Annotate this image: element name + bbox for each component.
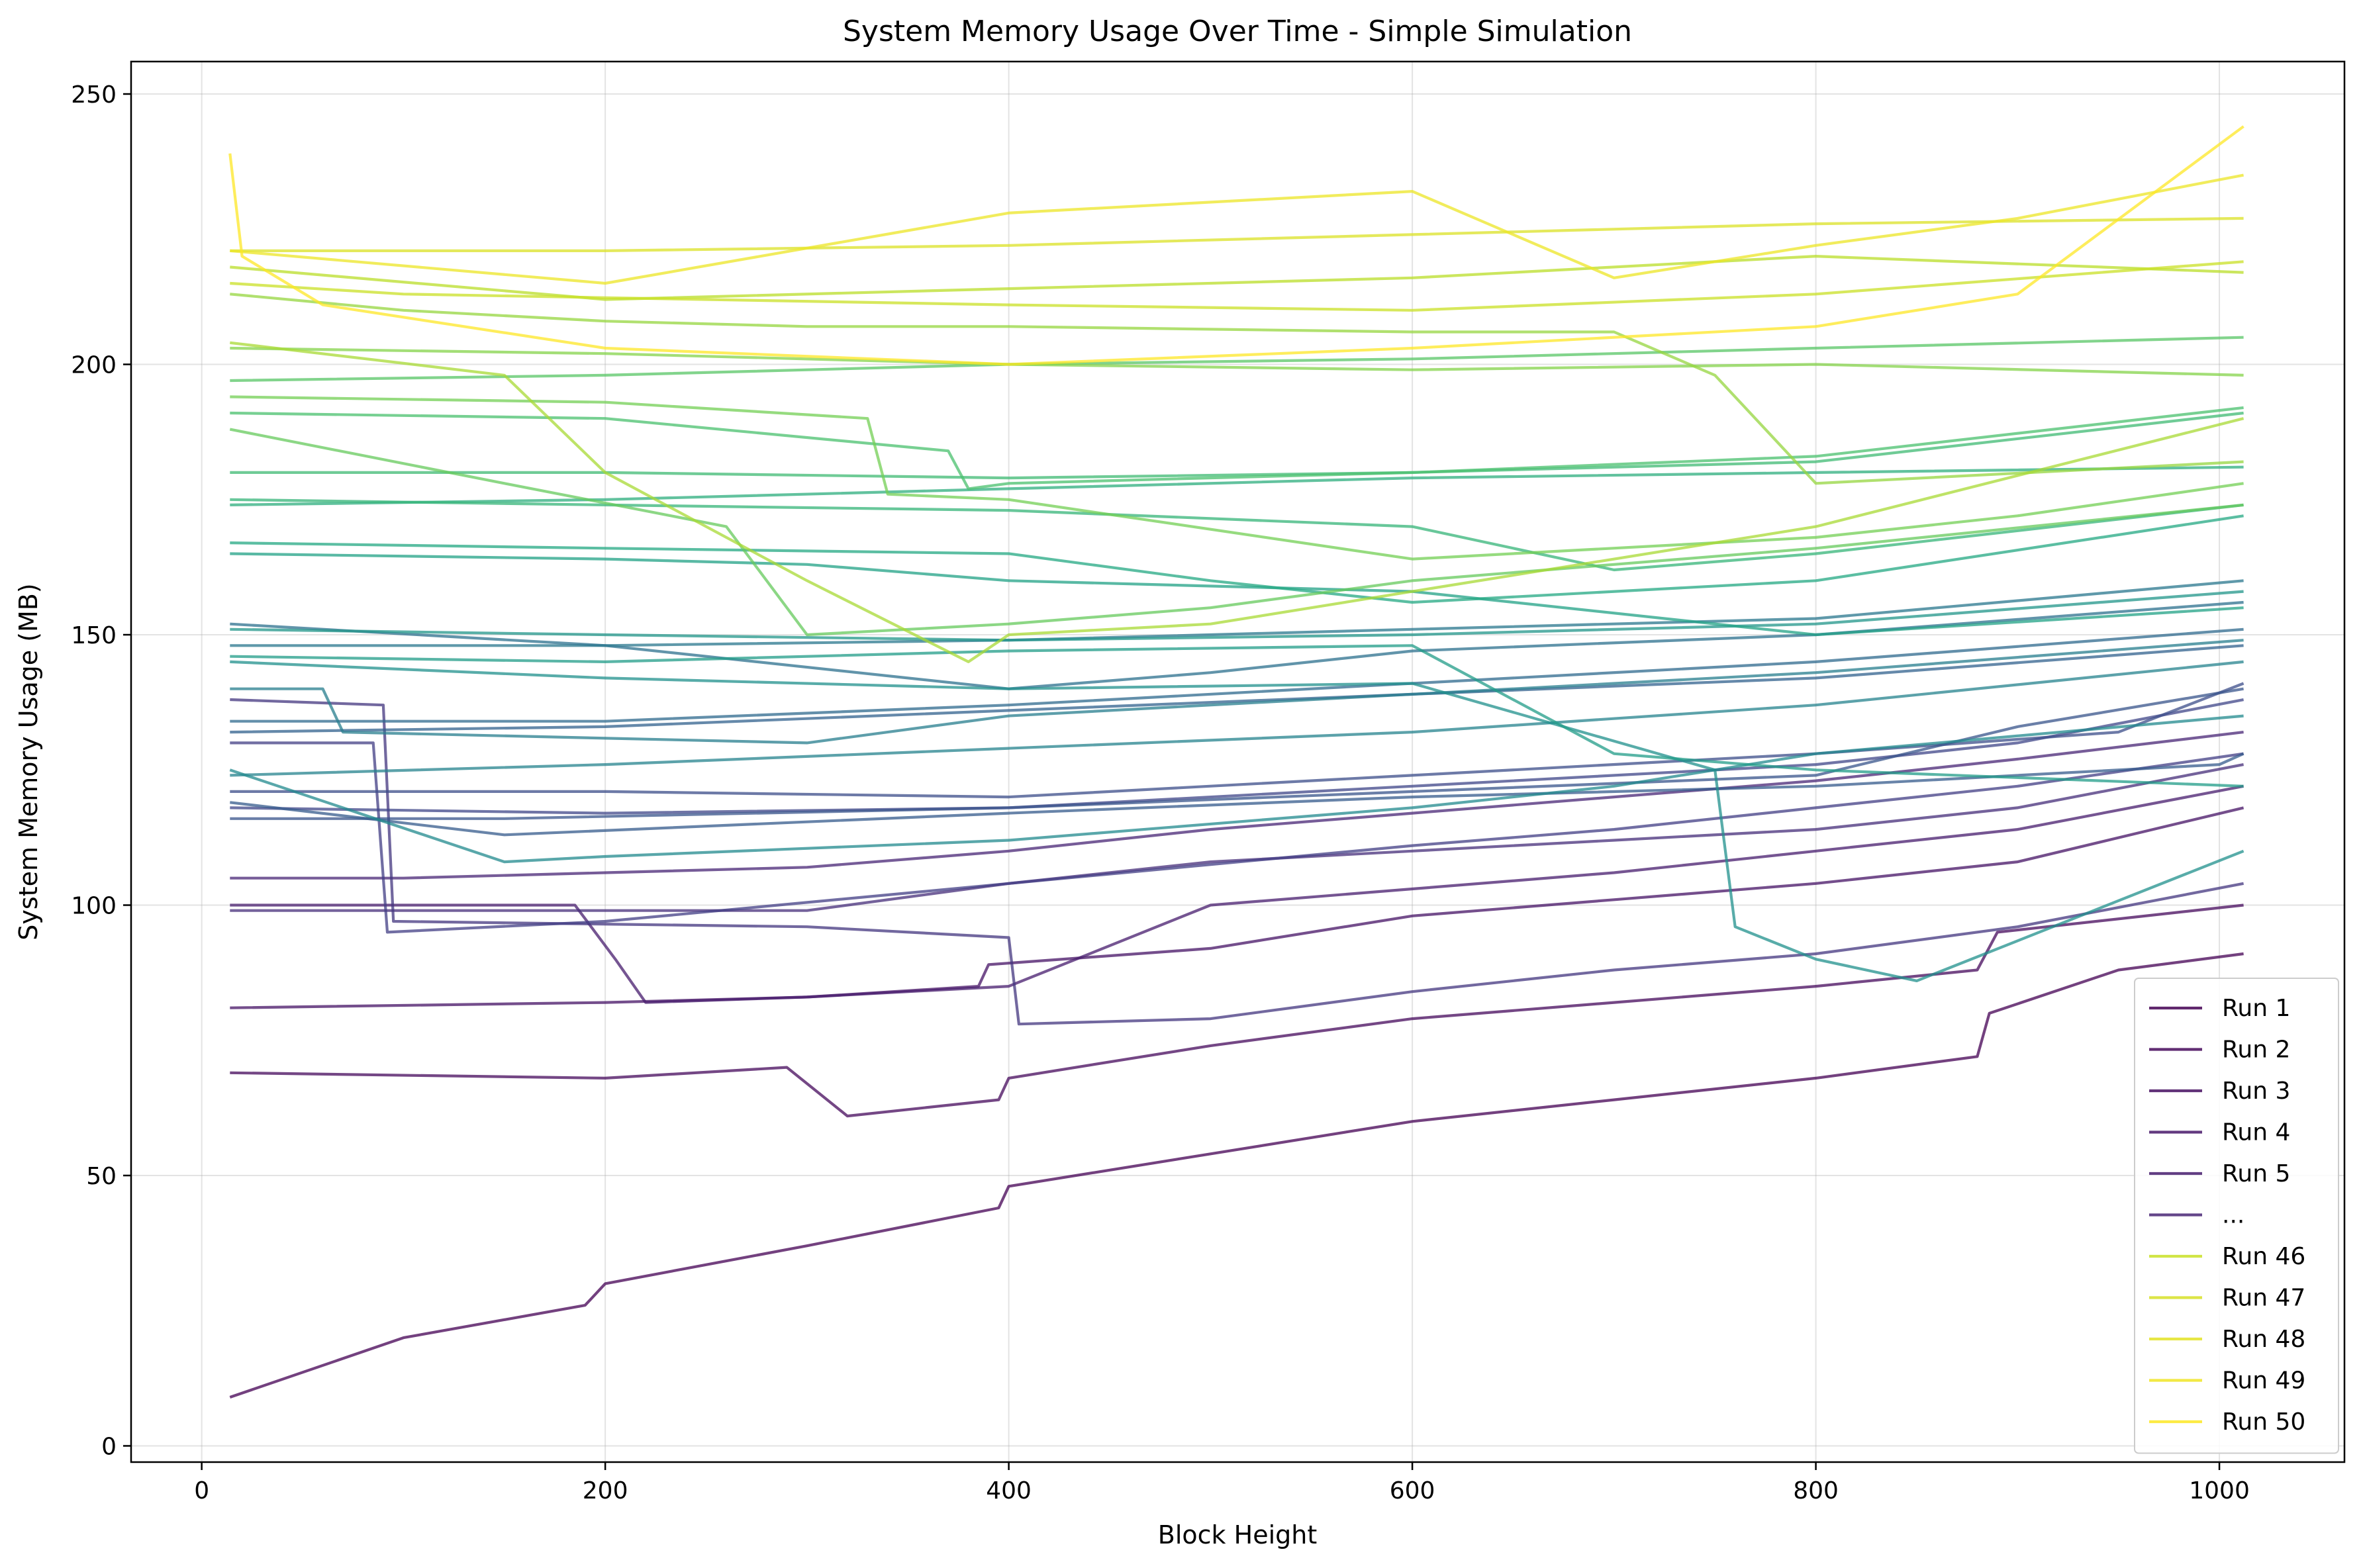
x-axis-ticks: 0 200 400 600 800 1000 (194, 1462, 2250, 1504)
legend-entry-label: Run 47 (2222, 1285, 2305, 1312)
series-line (230, 590, 2244, 642)
series-line (228, 125, 2244, 366)
legend-box (2134, 978, 2339, 1454)
series-line (230, 698, 2244, 815)
x-tick-label: 1000 (2189, 1477, 2250, 1504)
y-tick-label: 250 (71, 81, 117, 109)
series-line (230, 644, 2244, 734)
series-line (230, 639, 2244, 745)
series-line (230, 687, 2244, 820)
series-line (230, 498, 2244, 572)
series-line (230, 741, 2244, 934)
series-line (230, 341, 2244, 664)
x-tick-label: 800 (1793, 1477, 1839, 1504)
x-tick-label: 0 (194, 1477, 209, 1504)
y-tick-label: 100 (71, 893, 117, 920)
plot-area-frame (130, 60, 2346, 1463)
legend: Run 1 Run 2 Run 3 Run 4 Run 5... Run 46 Run 47… (2134, 978, 2339, 1454)
legend-entry-label: Run 3 (2222, 1078, 2290, 1105)
chart-title: System Memory Usage Over Time - Simple S… (843, 15, 1632, 48)
series-line (230, 406, 2244, 490)
series-line (230, 763, 2244, 912)
series-line (230, 752, 2244, 837)
series-line (230, 644, 2244, 788)
y-tick-label: 150 (71, 622, 117, 649)
series-line (230, 682, 2244, 799)
legend-entry-label: ... (2222, 1202, 2244, 1229)
legend-entry-label: Run 5 (2222, 1160, 2290, 1187)
x-axis-label: Block Height (1158, 1520, 1317, 1549)
x-tick-label: 200 (583, 1477, 628, 1504)
series-line (230, 336, 2244, 383)
series-line (230, 627, 2244, 723)
series-line (230, 260, 2244, 312)
series-line (229, 428, 2244, 637)
series-line (230, 395, 2244, 561)
series-line (230, 346, 2244, 377)
series-line (230, 255, 2244, 301)
y-tick-label: 0 (101, 1433, 117, 1460)
legend-entry-label: Run 48 (2222, 1326, 2305, 1353)
legend-entry-label: Run 1 (2222, 995, 2290, 1022)
series-line (230, 514, 2244, 604)
legend-entry-label: Run 2 (2222, 1037, 2290, 1064)
series-line (230, 293, 2244, 485)
series-line (230, 216, 2244, 252)
legend-entry-label: Run 46 (2222, 1243, 2305, 1270)
series-line (230, 660, 2244, 983)
series-line (229, 952, 2244, 1399)
series-line (229, 714, 2244, 864)
series-line (230, 784, 2244, 1004)
y-axis-ticks: 0 50 100 150 200 250 (71, 81, 131, 1460)
x-tick-label: 600 (1390, 1477, 1435, 1504)
series-line (230, 698, 2244, 1026)
series-line (230, 465, 2244, 506)
grid (131, 62, 2344, 1462)
legend-entry-label: Run 50 (2222, 1408, 2305, 1436)
x-tick-label: 400 (986, 1477, 1032, 1504)
legend-entry-label: Run 4 (2222, 1119, 2290, 1146)
series-line (230, 173, 2244, 285)
y-axis-label: System Memory Usage (MB) (14, 583, 43, 940)
series-lines (228, 125, 2244, 1399)
series-line (230, 411, 2244, 480)
series-line (230, 579, 2244, 647)
y-tick-label: 200 (71, 352, 117, 379)
series-line (230, 660, 2244, 777)
legend-entry-label: Run 49 (2222, 1367, 2305, 1395)
series-line (230, 903, 2244, 1118)
series-line (230, 552, 2244, 637)
y-tick-label: 50 (86, 1163, 117, 1190)
